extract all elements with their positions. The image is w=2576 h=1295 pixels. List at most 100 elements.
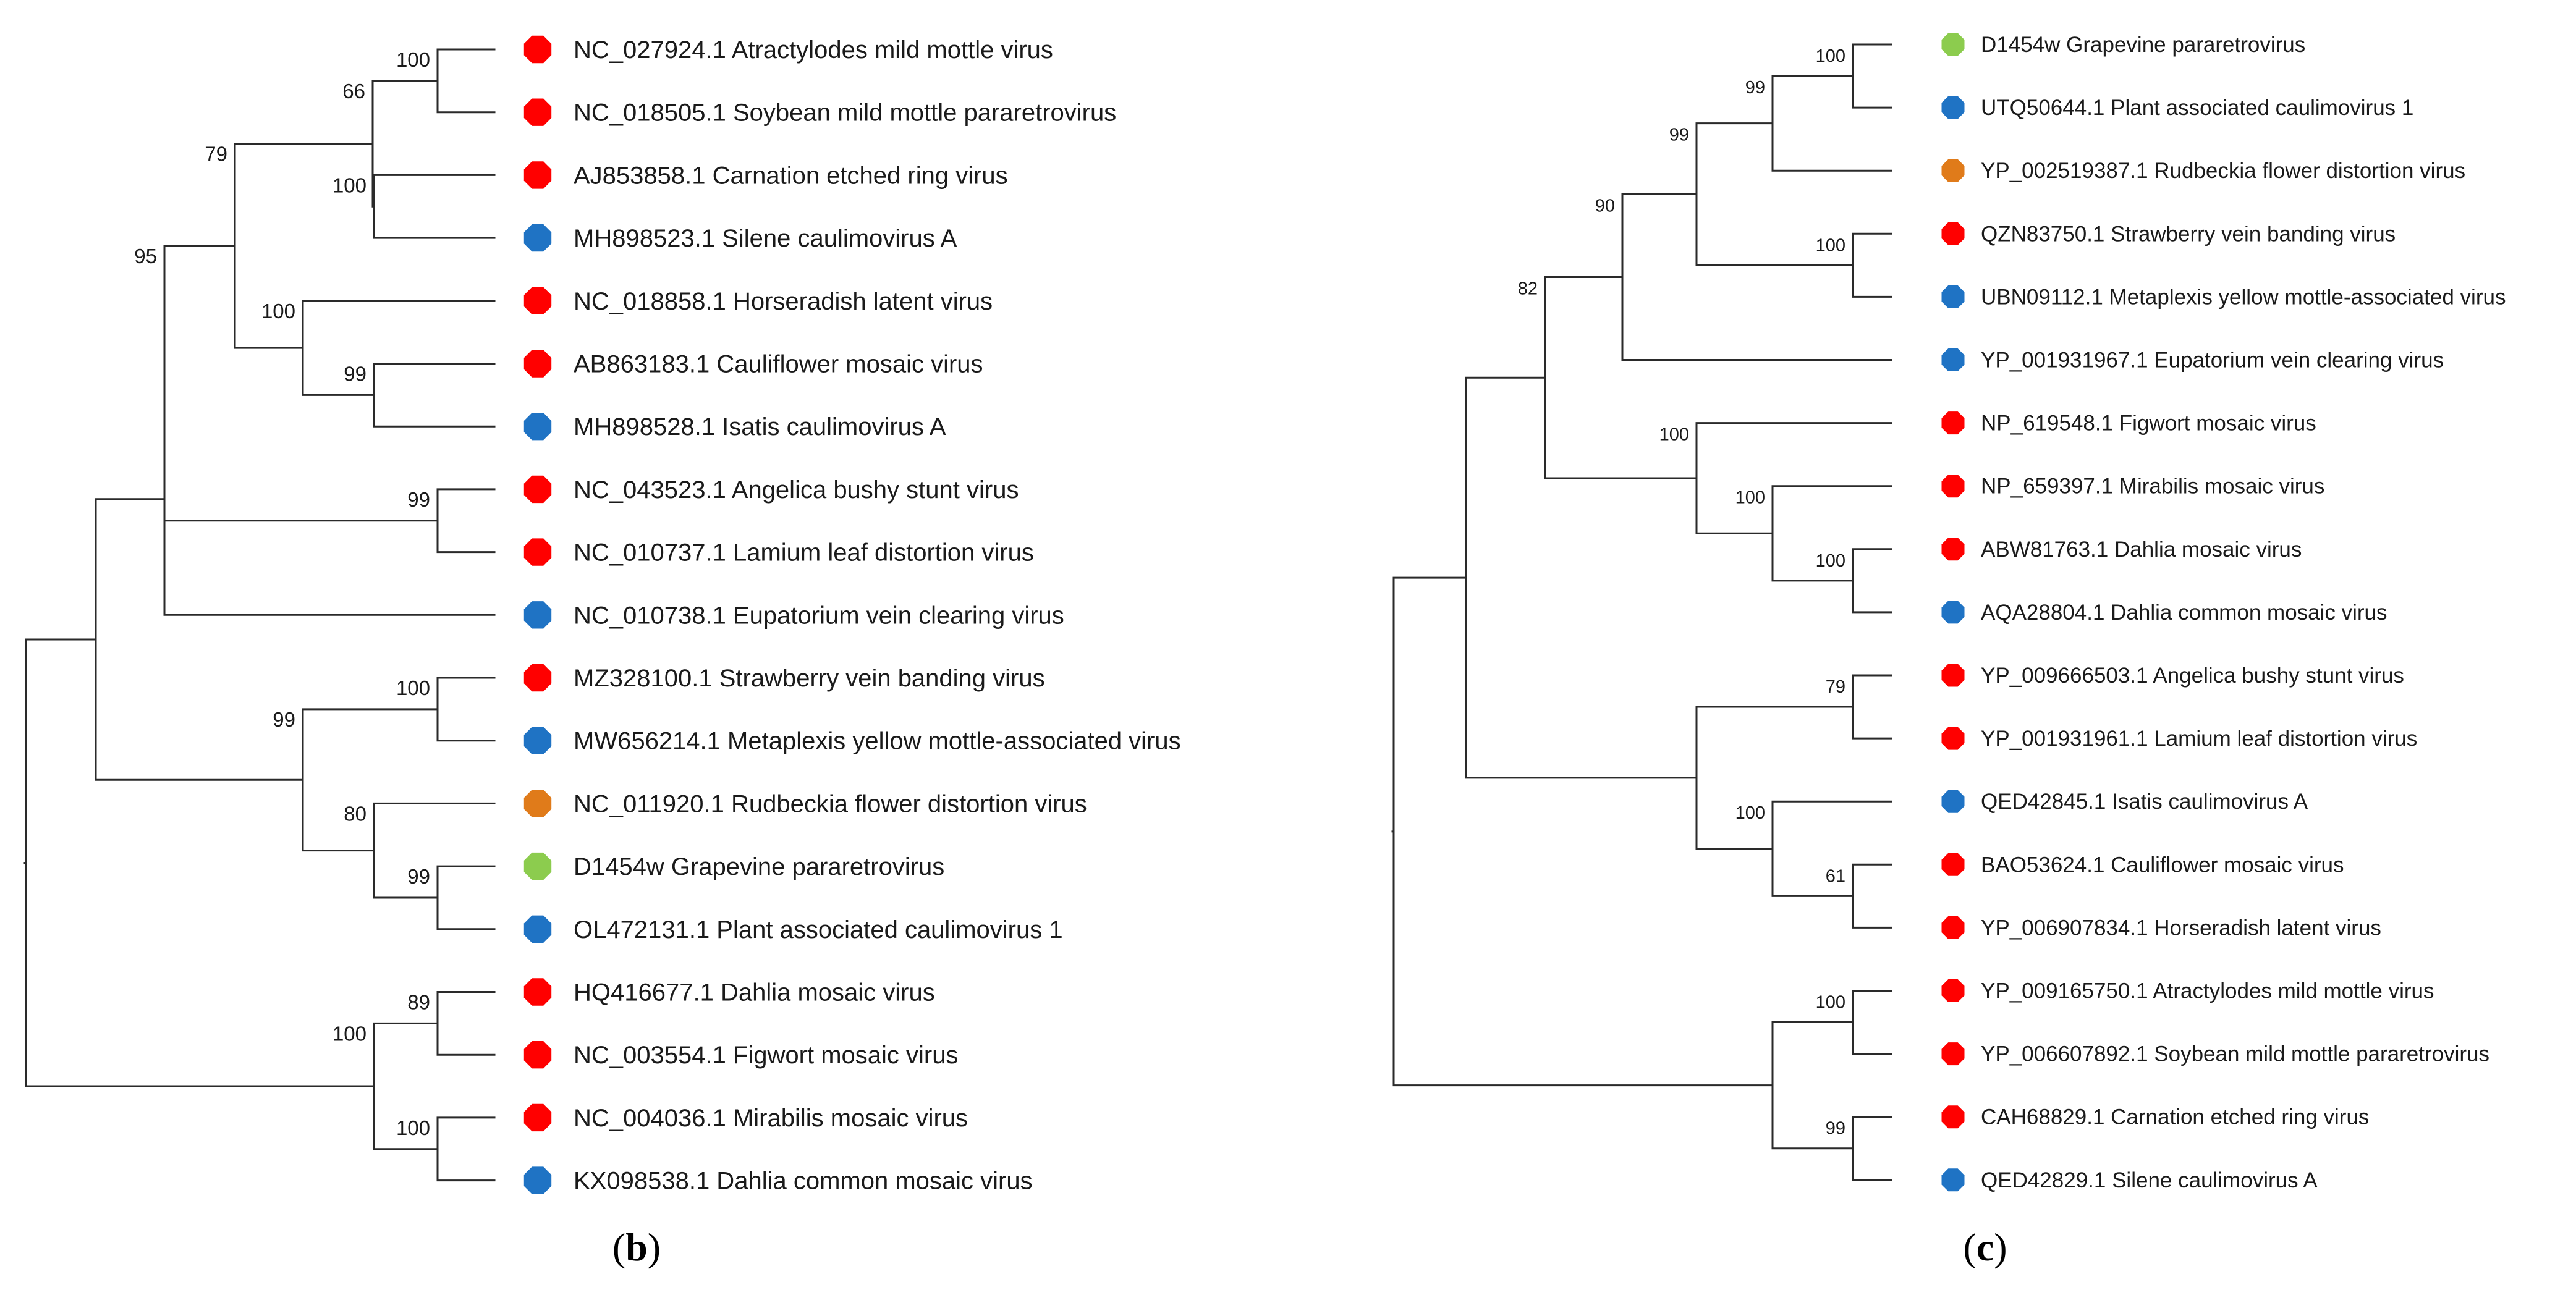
panel-label-b-letter: b (625, 1225, 648, 1269)
leaf-label: YP_002519387.1 Rudbeckia flower distorti… (1981, 159, 2465, 183)
panel-label-c-open: ( (1963, 1225, 1976, 1269)
leaf-marker (1941, 475, 1965, 498)
leaf-marker (1941, 33, 1965, 56)
leaf-marker (1941, 601, 1965, 624)
panel-label-b: (b) (612, 1225, 661, 1269)
leaf-marker (1941, 664, 1965, 687)
leaf-label: NC_043523.1 Angelica bushy stunt virus (574, 476, 1019, 504)
leaf-marker (523, 664, 552, 692)
bootstrap-value: 100 (396, 677, 430, 699)
panel-label-c: (c) (1963, 1225, 2007, 1269)
bootstrap-value: 100 (333, 1022, 366, 1045)
leaf-label: OL472131.1 Plant associated caulimovirus… (574, 916, 1063, 943)
leaf-marker (1941, 96, 1965, 119)
leaf-marker (1941, 222, 1965, 245)
leaf-label: QED42829.1 Silene caulimovirus A (1981, 1168, 2318, 1192)
bootstrap-value: 79 (1826, 677, 1845, 697)
panel-label-b-close: ) (648, 1225, 661, 1269)
leaf-label: YP_001931961.1 Lamium leaf distortion vi… (1981, 727, 2417, 751)
bootstrap-value: 100 (1659, 425, 1689, 445)
leaf-marker (1941, 979, 1965, 1002)
panel-label-c-letter: c (1976, 1225, 1994, 1269)
leaf-marker (1941, 1105, 1965, 1129)
leaf-label: UBN09112.1 Metaplexis yellow mottle-asso… (1981, 285, 2506, 309)
bootstrap-value: 100 (1816, 46, 1845, 66)
leaf-marker (523, 915, 552, 943)
leaf-marker (523, 1166, 552, 1194)
bootstrap-value: 100 (1816, 551, 1845, 571)
leaf-label: CAH68829.1 Carnation etched ring virus (1981, 1105, 2369, 1129)
leaf-label: NC_018858.1 Horseradish latent virus (574, 288, 993, 315)
bootstrap-value: 100 (261, 300, 295, 323)
tree-branch (163, 382, 496, 616)
bootstrap-value: 99 (1826, 1119, 1845, 1139)
leaf-label: YP_006907834.1 Horseradish latent virus (1981, 916, 2381, 940)
bootstrap-value: 100 (1816, 993, 1845, 1013)
leaf-label: D1454w Grapevine pararetrovirus (574, 853, 944, 880)
leaf-marker (1941, 916, 1965, 939)
leaf-label: KX098538.1 Dahlia common mosaic virus (574, 1168, 1033, 1195)
leaf-label: AJ853858.1 Carnation etched ring virus (574, 162, 1008, 189)
leaf-marker (523, 727, 552, 754)
bootstrap-value: 80 (344, 802, 366, 825)
leaf-label: QZN83750.1 Strawberry vein banding virus (1981, 222, 2396, 246)
leaf-label: YP_001931967.1 Eupatorium vein clearing … (1981, 348, 2444, 373)
bootstrap-value: 90 (1595, 196, 1615, 216)
leaf-marker (1941, 1042, 1965, 1066)
bootstrap-value: 100 (396, 48, 430, 71)
leaf-marker (523, 790, 552, 817)
leaf-label: NC_027924.1 Atractylodes mild mottle vir… (574, 36, 1053, 64)
leaf-marker (1941, 727, 1965, 750)
bootstrap-value: 89 (407, 991, 430, 1014)
bootstrap-value: 99 (407, 865, 430, 888)
leaf-label: AB863183.1 Cauliflower mosaic virus (574, 351, 983, 378)
bootstrap-value: 99 (344, 363, 366, 386)
leaf-marker (523, 287, 552, 314)
panel-label-b-open: ( (612, 1225, 625, 1269)
leaf-label: MW656214.1 Metaplexis yellow mottle-asso… (574, 728, 1181, 755)
leaf-marker (523, 224, 552, 252)
leaf-marker (523, 1103, 552, 1132)
leaf-label: QED42845.1 Isatis caulimovirus A (1981, 790, 2308, 814)
bootstrap-value: 99 (1745, 78, 1765, 98)
bootstrap-value: 79 (205, 143, 227, 166)
leaf-marker (523, 413, 552, 441)
leaf-marker (523, 538, 552, 566)
leaf-marker (523, 161, 552, 189)
leaf-label: ABW81763.1 Dahlia mosaic virus (1981, 538, 2302, 562)
bootstrap-value: 100 (396, 1116, 430, 1139)
tree-panel-b: 100 100 99 99 66 100 79 95 100 99 80 99 89 100 100 NC_0… (23, 35, 1181, 1195)
bootstrap-value: 99 (407, 488, 430, 511)
leaf-label: MH898523.1 Silene caulimovirus A (574, 225, 957, 252)
leaf-label: MZ328100.1 Strawberry vein banding virus (574, 665, 1045, 692)
leaf-marker (523, 601, 552, 629)
leaf-label: BAO53624.1 Cauliflower mosaic virus (1981, 853, 2344, 877)
leaf-label: YP_009165750.1 Atractylodes mild mottle … (1981, 979, 2434, 1003)
leaf-label: MH898528.1 Isatis caulimovirus A (574, 413, 946, 441)
bootstrap-value: 100 (1735, 488, 1765, 508)
leaf-marker (1941, 285, 1965, 308)
leaf-label: NC_011920.1 Rudbeckia flower distortion … (574, 790, 1087, 817)
leaf-marker (523, 852, 552, 880)
tree-panel-c: 100 99 100 99 90 100 100 100 82 79 61 100 100 99 D1454… (1391, 33, 2506, 1192)
bootstrap-value: 82 (1518, 279, 1538, 298)
bootstrap-value: 99 (273, 708, 295, 731)
leaf-label: YP_006607892.1 Soybean mild mottle parar… (1981, 1042, 2489, 1066)
leaf-label: NC_004036.1 Mirabilis mosaic virus (574, 1105, 968, 1132)
leaf-marker (523, 350, 552, 378)
leaf-marker (1941, 790, 1965, 813)
leaf-marker (523, 98, 552, 126)
bootstrap-value: 95 (134, 245, 157, 268)
leaf-marker (1941, 159, 1965, 182)
leaf-label: NC_010737.1 Lamium leaf distortion virus (574, 539, 1034, 567)
leaf-marker (523, 475, 552, 504)
leaf-marker (523, 1041, 552, 1069)
leaf-label: NC_003554.1 Figwort mosaic virus (574, 1042, 958, 1069)
bootstrap-value: 61 (1826, 866, 1845, 886)
leaf-marker (1941, 538, 1965, 561)
leaf-label: YP_009666503.1 Angelica bushy stunt viru… (1981, 664, 2404, 688)
leaf-label: AQA28804.1 Dahlia common mosaic virus (1981, 601, 2387, 625)
leaf-label: NP_619548.1 Figwort mosaic virus (1981, 411, 2316, 436)
